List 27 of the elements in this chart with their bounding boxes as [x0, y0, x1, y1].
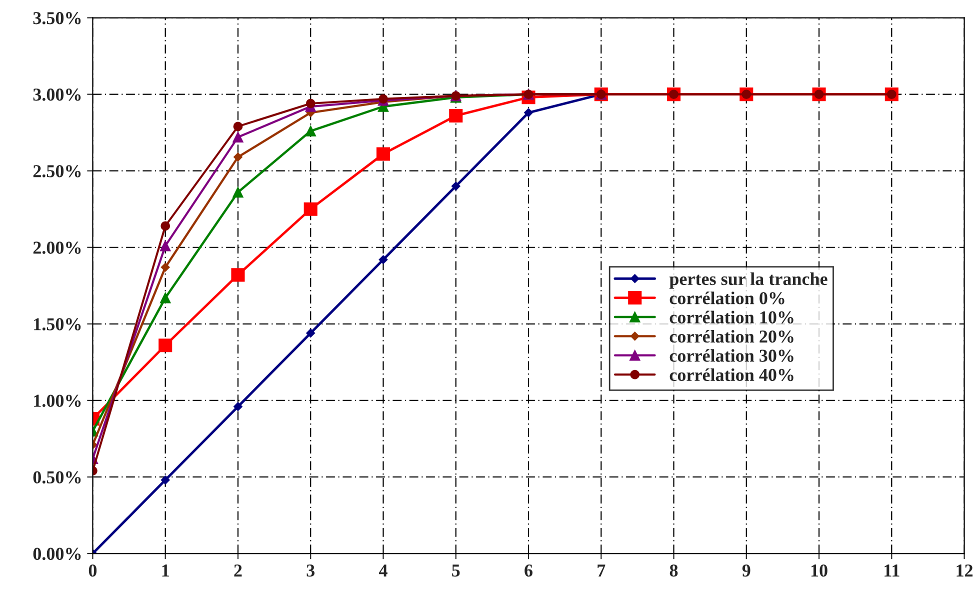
x-tick-label: 3 — [306, 564, 315, 577]
x-tick-label: 4 — [378, 564, 388, 576]
x-tick-label: 10 — [811, 564, 828, 577]
x-tick-label: 9 — [742, 564, 750, 577]
y-tick-label: 1.00% — [34, 394, 81, 407]
x-tick-label: 11 — [884, 564, 900, 576]
x-tick-label: 1 — [162, 564, 169, 576]
x-tick-label: 12 — [956, 564, 973, 576]
x-tick-label: 8 — [670, 564, 678, 577]
x-tick-label: 2 — [234, 564, 242, 576]
y-tick-label: 3.50% — [33, 12, 81, 24]
legend-label: corrélation 30% — [670, 349, 794, 362]
x-tick-label: 5 — [452, 564, 460, 577]
legend-label: corrélation 0% — [670, 292, 784, 304]
legend-label: pertes sur la tranche — [669, 272, 828, 289]
y-tick-label: 0.00% — [33, 548, 81, 560]
legend-label: corrélation 10% — [670, 310, 794, 324]
y-tick-label: 1.50% — [34, 318, 81, 330]
x-tick-label: 7 — [598, 564, 606, 576]
y-tick-label: 2.00% — [33, 242, 81, 254]
x-tick-label: 6 — [524, 564, 532, 577]
legend-label: corrélation 20% — [670, 330, 794, 343]
y-tick-label: 2.50% — [33, 165, 81, 178]
x-tick-label: 0 — [88, 564, 97, 577]
y-tick-label: 3.00% — [33, 88, 81, 101]
legend-label: corrélation 40% — [670, 368, 794, 382]
y-tick-label: 0.50% — [33, 471, 81, 484]
